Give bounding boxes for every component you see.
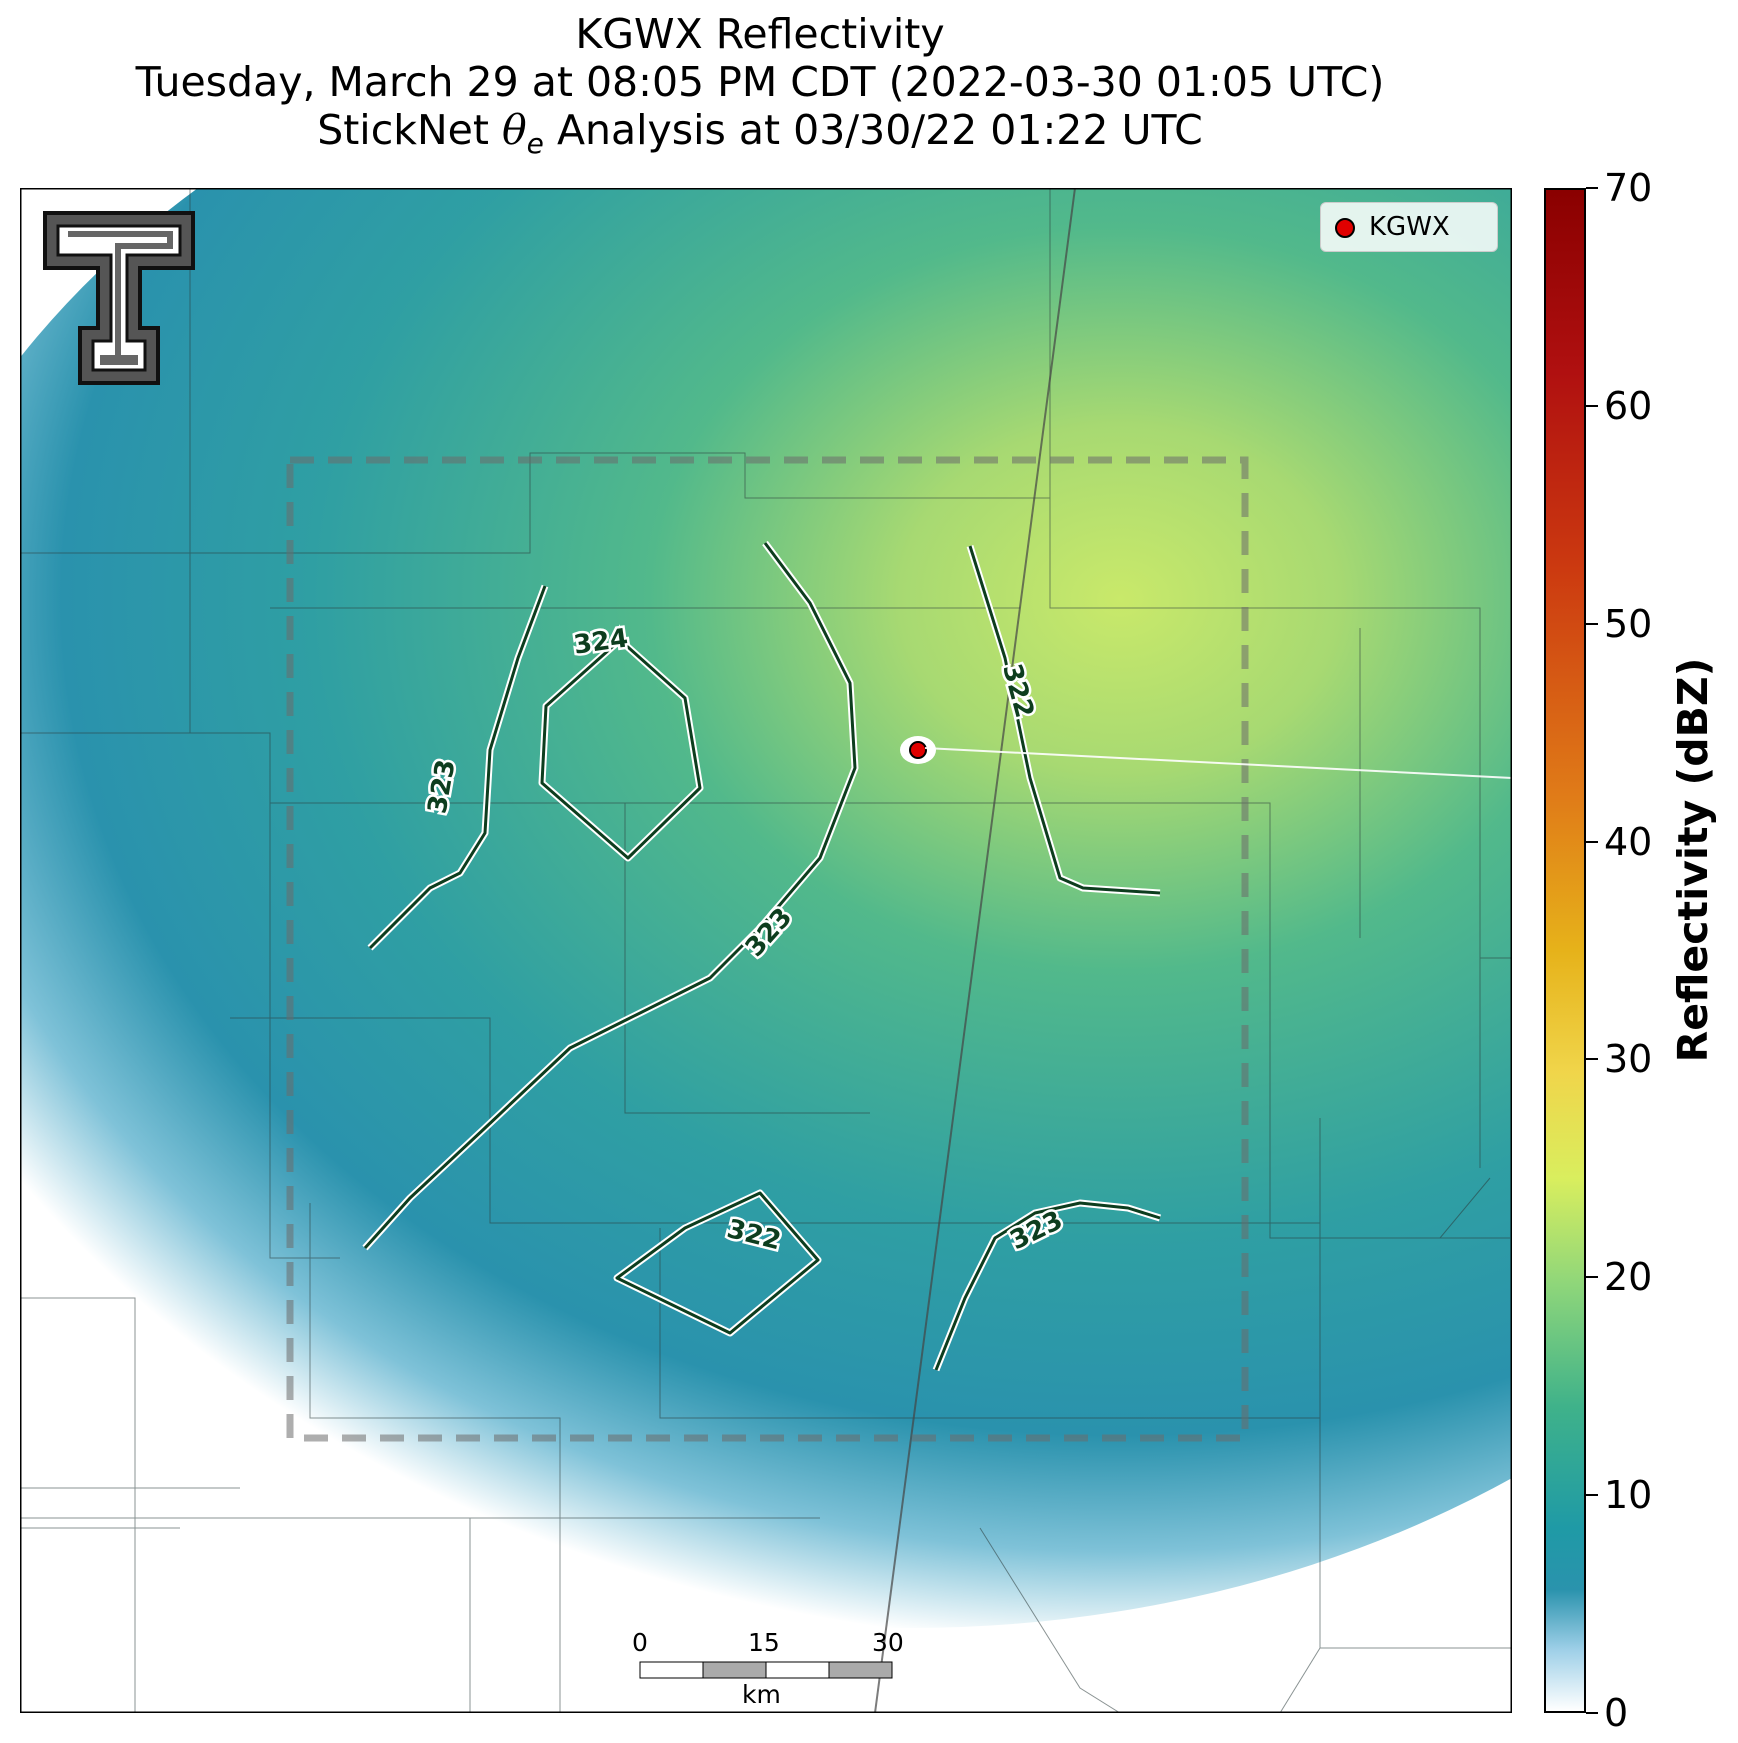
title-radar: KGWX Reflectivity <box>575 10 945 58</box>
colorbar-title: Reflectivity (dBZ) <box>1669 657 1717 1063</box>
theta-e-contours <box>362 540 1162 1372</box>
colorbar: 0 10 20 30 40 50 60 70 <box>1544 168 1738 1733</box>
radar-site-marker[interactable] <box>909 741 927 759</box>
scale-tick-15: 15 <box>748 1628 780 1657</box>
county-boundaries <box>20 188 1512 1713</box>
colorbar-tick-label: 20 <box>1604 1255 1653 1300</box>
colorbar-tick-label: 50 <box>1604 601 1653 646</box>
colorbar-tick-label: 30 <box>1604 1037 1653 1082</box>
radar-map[interactable]: 324 323 323 322 322 323 <box>20 188 1512 1713</box>
colorbar-tick-mark <box>1586 1494 1598 1497</box>
reflectivity-field <box>20 188 1512 1628</box>
map-legend: KGWX <box>1320 202 1498 252</box>
title-analysis: StickNet θe Analysis at 03/30/22 01:22 U… <box>317 106 1203 161</box>
state-boundary <box>874 188 1076 1713</box>
scale-tick-30: 30 <box>872 1628 904 1657</box>
colorbar-gradient <box>1544 188 1586 1713</box>
colorbar-tick-mark <box>1586 404 1598 407</box>
colorbar-tick-label: 10 <box>1604 1473 1653 1518</box>
colorbar-tick-label: 40 <box>1604 819 1653 864</box>
map-title: KGWX Reflectivity Tuesday, March 29 at 0… <box>0 10 1520 168</box>
colorbar-tick-mark <box>1586 187 1598 189</box>
colorbar-tick-label: 60 <box>1604 383 1653 428</box>
texas-tech-logo-icon <box>40 208 198 392</box>
colorbar-tick-label: 0 <box>1604 1691 1629 1735</box>
colorbar-tick-mark <box>1586 1712 1598 1714</box>
colorbar-tick-mark <box>1586 840 1598 843</box>
scale-tick-0: 0 <box>632 1628 648 1657</box>
radar-map-canvas: 324 323 323 322 322 323 <box>20 188 1512 1713</box>
beam-blockage-line <box>924 747 1512 779</box>
analysis-domain-box <box>286 456 1249 1442</box>
scale-bar: 0 15 30 km <box>630 1628 910 1710</box>
colorbar-tick-mark <box>1586 1058 1598 1061</box>
colorbar-tick-label: 70 <box>1604 166 1653 210</box>
legend-radar-marker <box>1335 218 1355 238</box>
colorbar-tick-mark <box>1586 1276 1598 1279</box>
title-time: Tuesday, March 29 at 08:05 PM CDT (2022-… <box>135 58 1385 106</box>
colorbar-tick-mark <box>1586 622 1598 625</box>
scale-unit: km <box>742 1680 781 1709</box>
legend-label: KGWX <box>1369 212 1450 242</box>
